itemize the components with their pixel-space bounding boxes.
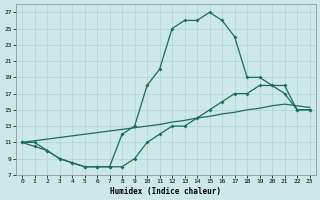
X-axis label: Humidex (Indice chaleur): Humidex (Indice chaleur) <box>110 187 221 196</box>
